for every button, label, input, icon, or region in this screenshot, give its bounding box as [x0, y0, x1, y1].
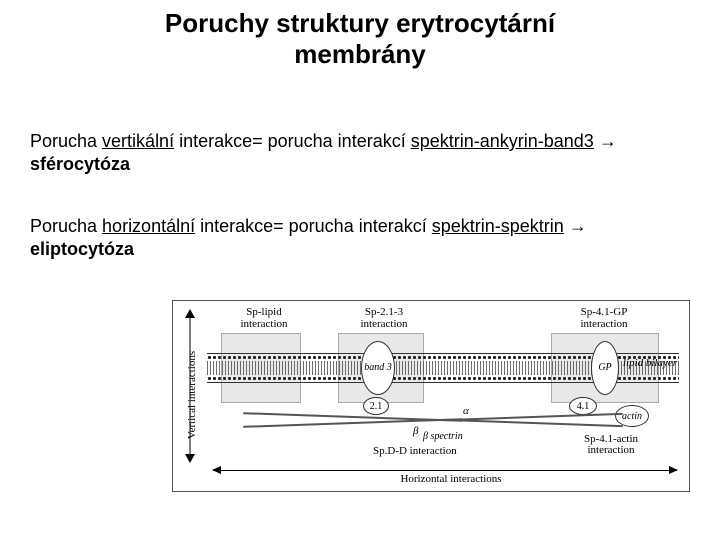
p2-underline-1: horizontální	[102, 216, 195, 236]
arrow-up-icon	[185, 309, 195, 318]
p41-label: 4.1	[577, 401, 590, 412]
spectrin-strand	[443, 419, 623, 427]
top-label-sp41gp: Sp-4.1-GP interaction	[549, 307, 659, 330]
protein-band3: band 3	[361, 341, 395, 395]
top-label-sp213: Sp-2.1-3 interaction	[329, 307, 439, 330]
vertical-axis-label: Vertical interactions	[186, 320, 198, 470]
top-label-2a: Sp-2.1-3	[365, 306, 403, 318]
bl2b: interaction	[587, 444, 634, 456]
title-line-1: Poruchy struktury erytrocytární	[165, 8, 555, 38]
protein-4-1: 4.1	[569, 397, 597, 415]
paragraph-2: Porucha horizontální interakce= porucha …	[30, 215, 690, 260]
actin-label: actin	[622, 411, 642, 422]
vertical-axis: Vertical interactions	[179, 307, 201, 487]
top-label-sp-lipid: Sp-lipid interaction	[209, 307, 319, 330]
gp-label: GP	[598, 363, 611, 373]
spectrin-strand	[243, 418, 463, 428]
band3-label: band 3	[364, 363, 392, 373]
p2-underline-2: spektrin-spektrin	[432, 216, 564, 236]
bl2a: Sp-4.1-actin	[584, 433, 638, 445]
p1-lead: Porucha	[30, 131, 102, 151]
p2-lead: Porucha	[30, 216, 102, 236]
beta-label: β	[413, 425, 418, 437]
bottom-label-sp41actin: Sp-4.1-actin interaction	[561, 434, 661, 457]
p1-arrow: →	[594, 131, 617, 151]
protein-ankyrin-2-1: 2.1	[363, 397, 389, 415]
p1-underline-1: vertikální	[102, 131, 174, 151]
horizontal-axis-label: Horizontal interactions	[233, 473, 669, 485]
top-label-2b: interaction	[360, 318, 407, 330]
slide-title: Poruchy struktury erytrocytární membrány	[0, 8, 720, 70]
top-label-1a: Sp-lipid	[246, 306, 281, 318]
protein-actin: actin	[615, 405, 649, 427]
p1-underline-2: spektrin-ankyrin-band3	[411, 131, 594, 151]
horizontal-axis-arrow	[213, 470, 677, 471]
p1-bold: sférocytóza	[30, 154, 130, 174]
paragraph-1: Porucha vertikální interakce= porucha in…	[30, 130, 690, 175]
top-label-1b: interaction	[240, 318, 287, 330]
title-line-2: membrány	[294, 39, 426, 69]
top-label-3b: interaction	[580, 318, 627, 330]
top-label-3a: Sp-4.1-GP	[581, 306, 628, 318]
slide: Poruchy struktury erytrocytární membrány…	[0, 0, 720, 540]
p2-bold: eliptocytóza	[30, 239, 134, 259]
membrane-diagram: Vertical interactions Sp-lipid interacti…	[172, 300, 690, 492]
lipid-bilayer-label: lipid bilayer	[623, 357, 677, 369]
bottom-label-spdd: Sp.D-D interaction	[373, 445, 457, 457]
p2-mid: interakce= porucha interakcí	[195, 216, 432, 236]
p1-mid: interakce= porucha interakcí	[174, 131, 411, 151]
protein-gp: GP	[591, 341, 619, 395]
p2-arrow: →	[564, 216, 587, 236]
lipid-bilayer-text: lipid bilayer	[623, 357, 677, 369]
beta-spectrin-label: β spectrin	[423, 431, 463, 442]
ankyrin-label: 2.1	[370, 401, 383, 412]
alpha-label: α	[463, 405, 469, 417]
